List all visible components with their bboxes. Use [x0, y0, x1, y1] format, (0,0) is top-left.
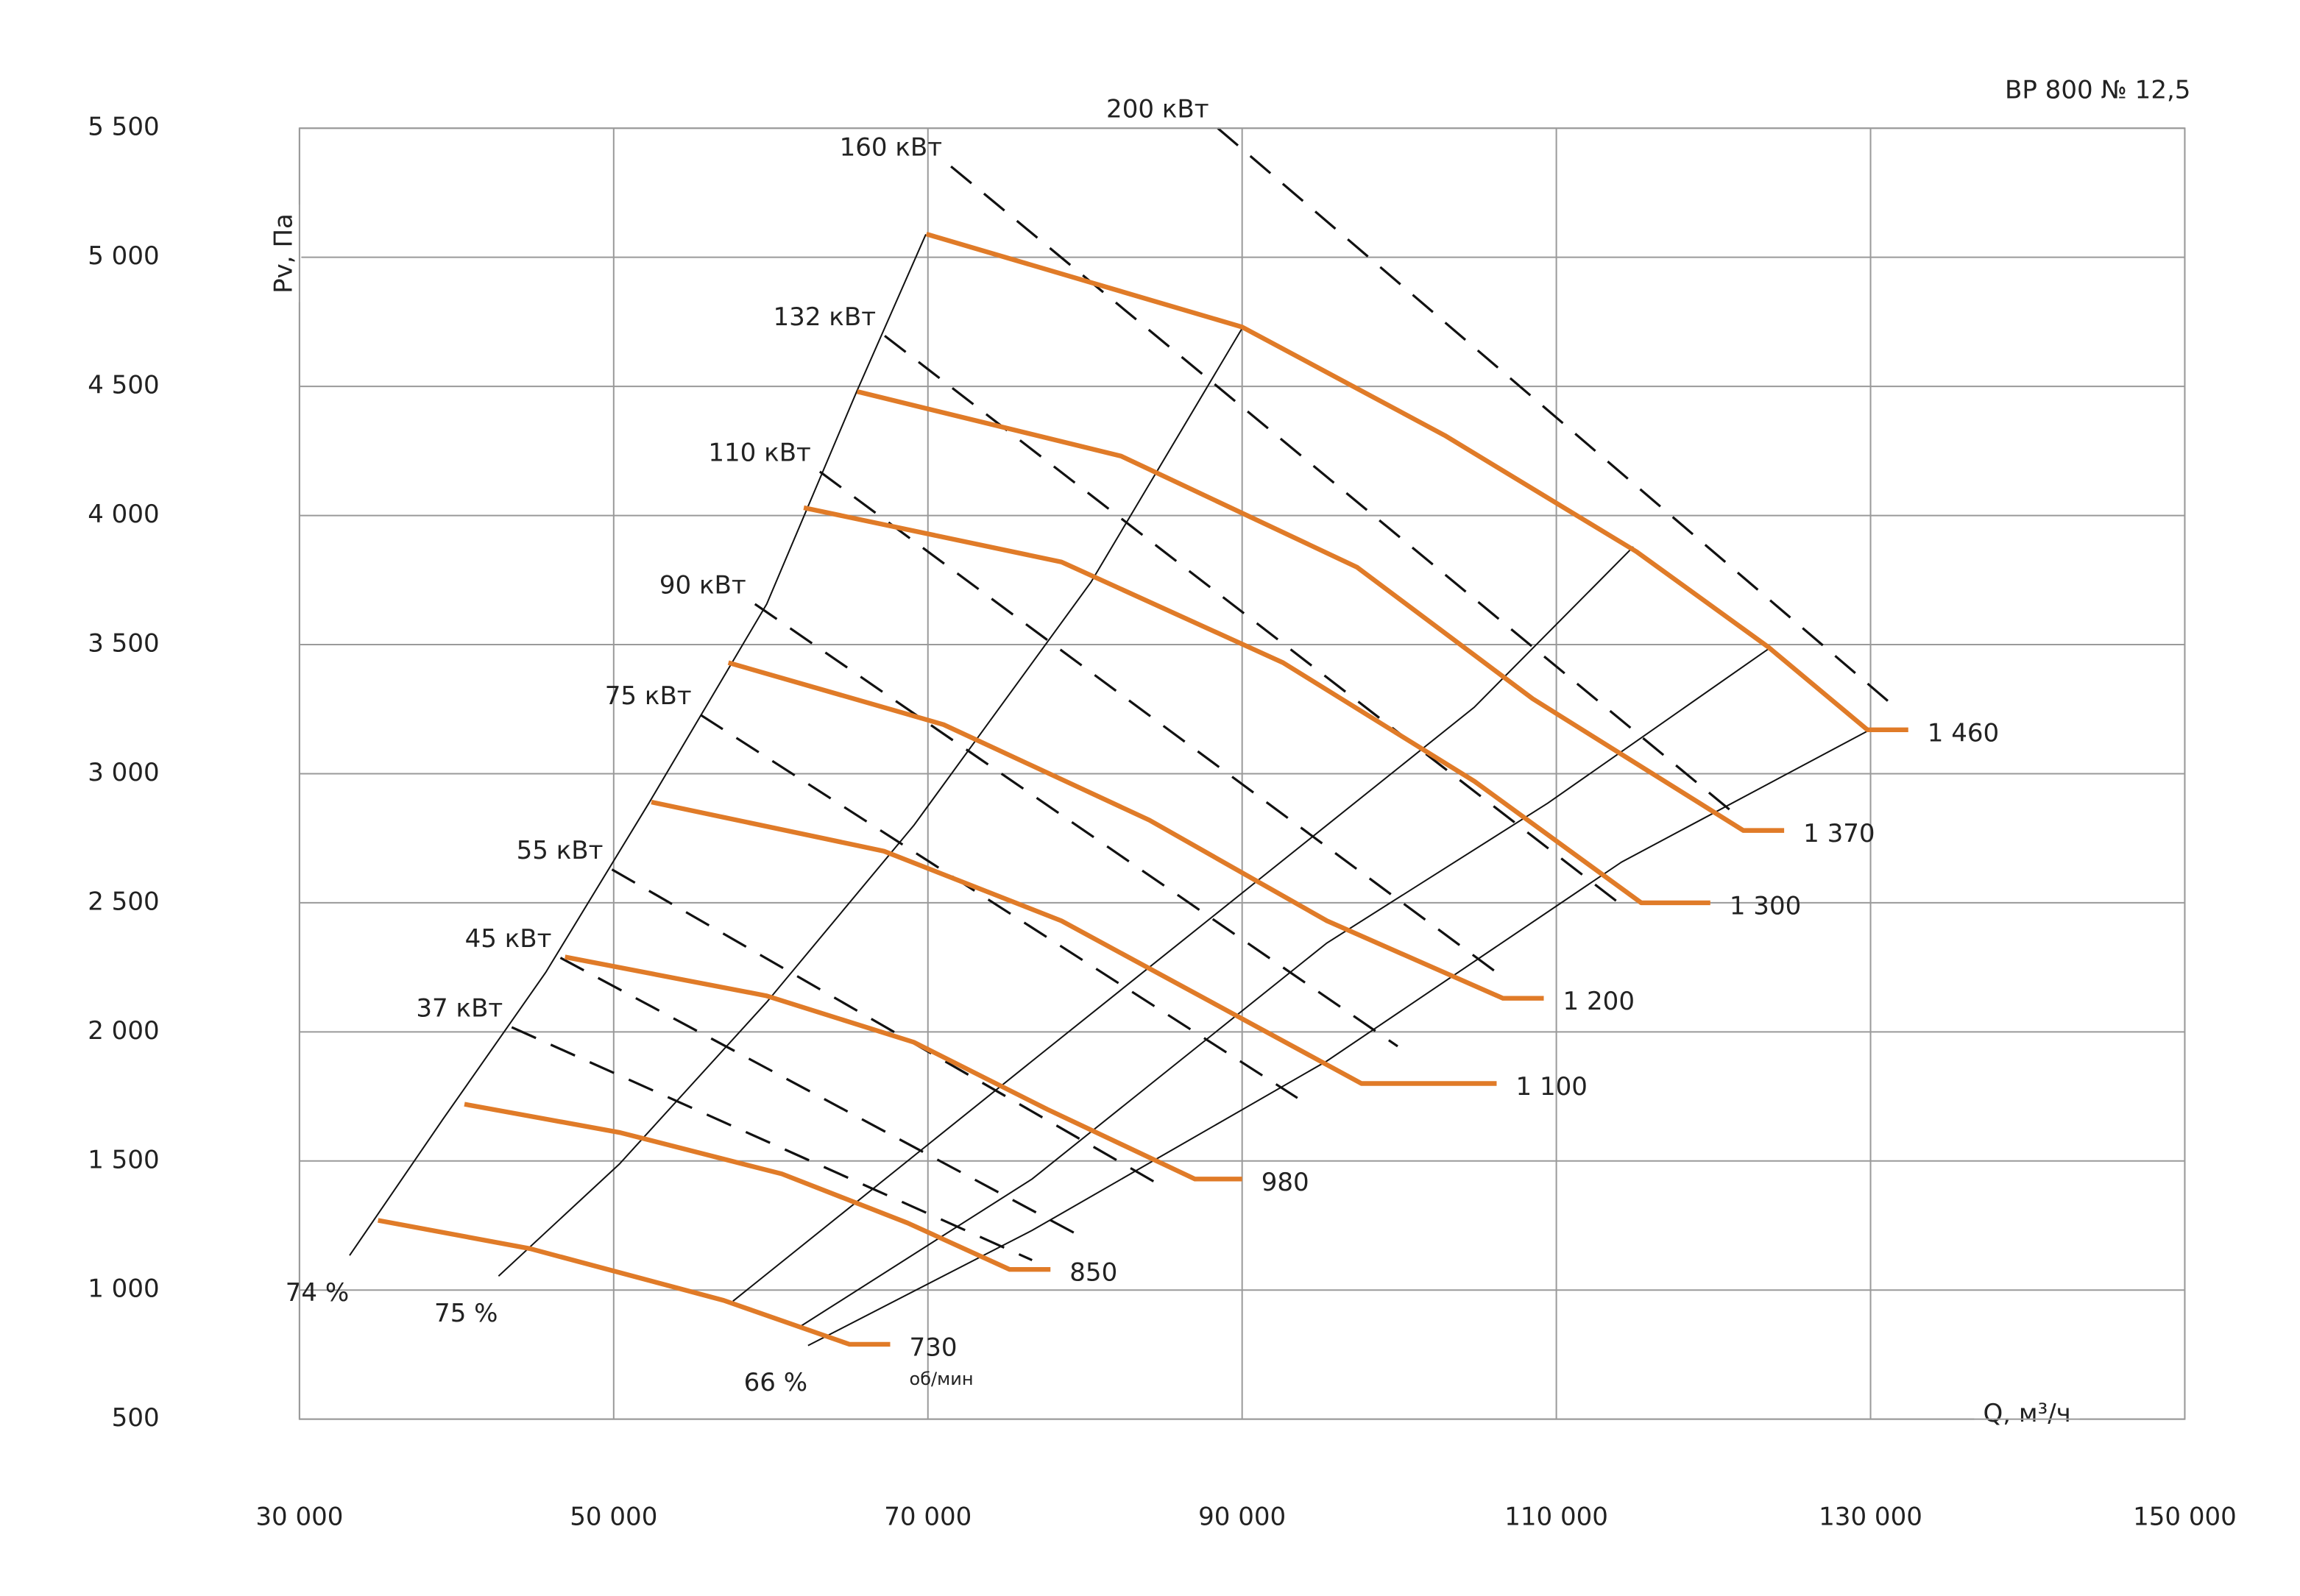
efficiency-label: 75 % [434, 1299, 498, 1328]
speed-label: 1 370 [1803, 819, 1875, 848]
speed-curve [651, 799, 1497, 1086]
x-axis-title-bg [1974, 1396, 2080, 1432]
power-line [1217, 127, 1900, 712]
y-tick-label: 500 [112, 1403, 160, 1433]
power-line [611, 868, 1166, 1189]
power-line [950, 165, 1741, 819]
x-tick-label: 90 000 [1198, 1502, 1286, 1531]
speed-unit: об/мин [910, 1369, 974, 1389]
y-tick-label: 1 000 [88, 1274, 159, 1304]
speed-curve [565, 954, 1242, 1182]
speed-curve [464, 1102, 1051, 1272]
efficiency-line [349, 234, 927, 1256]
x-tick-label: 130 000 [1819, 1502, 1922, 1531]
efficiency-line [800, 648, 1770, 1327]
speed-label: 1 100 [1516, 1072, 1588, 1102]
power-label: 200 кВт [1106, 95, 1209, 124]
speed-curve [803, 505, 1710, 906]
speed-curve [925, 232, 1908, 733]
power-label: 160 кВт [840, 133, 942, 163]
speed-label: 1 460 [1928, 718, 1999, 748]
x-tick-label: 30 000 [255, 1502, 343, 1531]
power-label: 75 кВт [605, 681, 692, 711]
y-tick-label: 5 000 [88, 241, 159, 271]
y-tick-label: 4 500 [88, 371, 159, 400]
y-tick-label: 2 500 [88, 887, 159, 916]
y-tick-label: 2 000 [88, 1016, 159, 1046]
y-tick-label: 3 000 [88, 758, 159, 787]
power-line [559, 957, 1085, 1239]
plot-frame [298, 127, 2186, 1420]
speed-label: 850 [1069, 1258, 1117, 1288]
power-line [754, 603, 1398, 1048]
speed-label: 730 [910, 1333, 958, 1362]
power-line [511, 1026, 1033, 1261]
speed-label: 1 200 [1563, 987, 1635, 1016]
efficiency-label: 66 % [744, 1368, 807, 1397]
x-axis-title: Q, м³/ч [1983, 1399, 2070, 1428]
y-axis-title: Pv, Па [269, 213, 298, 294]
speed-curve [856, 389, 1785, 833]
x-tick-label: 70 000 [884, 1502, 972, 1531]
y-tick-label: 4 000 [88, 500, 159, 529]
x-tick-label: 110 000 [1504, 1502, 1608, 1531]
x-tick-label: 50 000 [570, 1502, 657, 1531]
efficiency-label: 74 % [286, 1278, 349, 1308]
power-label: 37 кВт [416, 993, 503, 1023]
y-tick-label: 3 500 [88, 629, 159, 659]
efficiency-line [498, 326, 1244, 1277]
speed-label: 980 [1262, 1168, 1309, 1197]
power-label: 55 кВт [517, 836, 604, 865]
power-label: 110 кВт [708, 438, 811, 467]
grid [298, 127, 2186, 1420]
y-axis-title-bg [266, 205, 302, 302]
power-line [884, 335, 1618, 903]
speed-curve [727, 660, 1544, 1001]
efficiency-line [807, 730, 1869, 1347]
efficiency-line [732, 546, 1634, 1302]
power-label: 45 кВт [465, 924, 552, 954]
speed-curve [378, 1218, 891, 1347]
chart-title: ВР 800 № 12,5 [2005, 76, 2190, 105]
y-tick-label: 5 500 [88, 113, 159, 142]
power-label: 132 кВт [774, 302, 877, 332]
power-line [699, 714, 1298, 1099]
speed-label: 1 300 [1730, 891, 1801, 921]
y-tick-label: 1 500 [88, 1145, 159, 1174]
power-label: 90 кВт [659, 570, 746, 600]
power-line [818, 470, 1508, 982]
x-tick-label: 150 000 [2133, 1502, 2237, 1531]
